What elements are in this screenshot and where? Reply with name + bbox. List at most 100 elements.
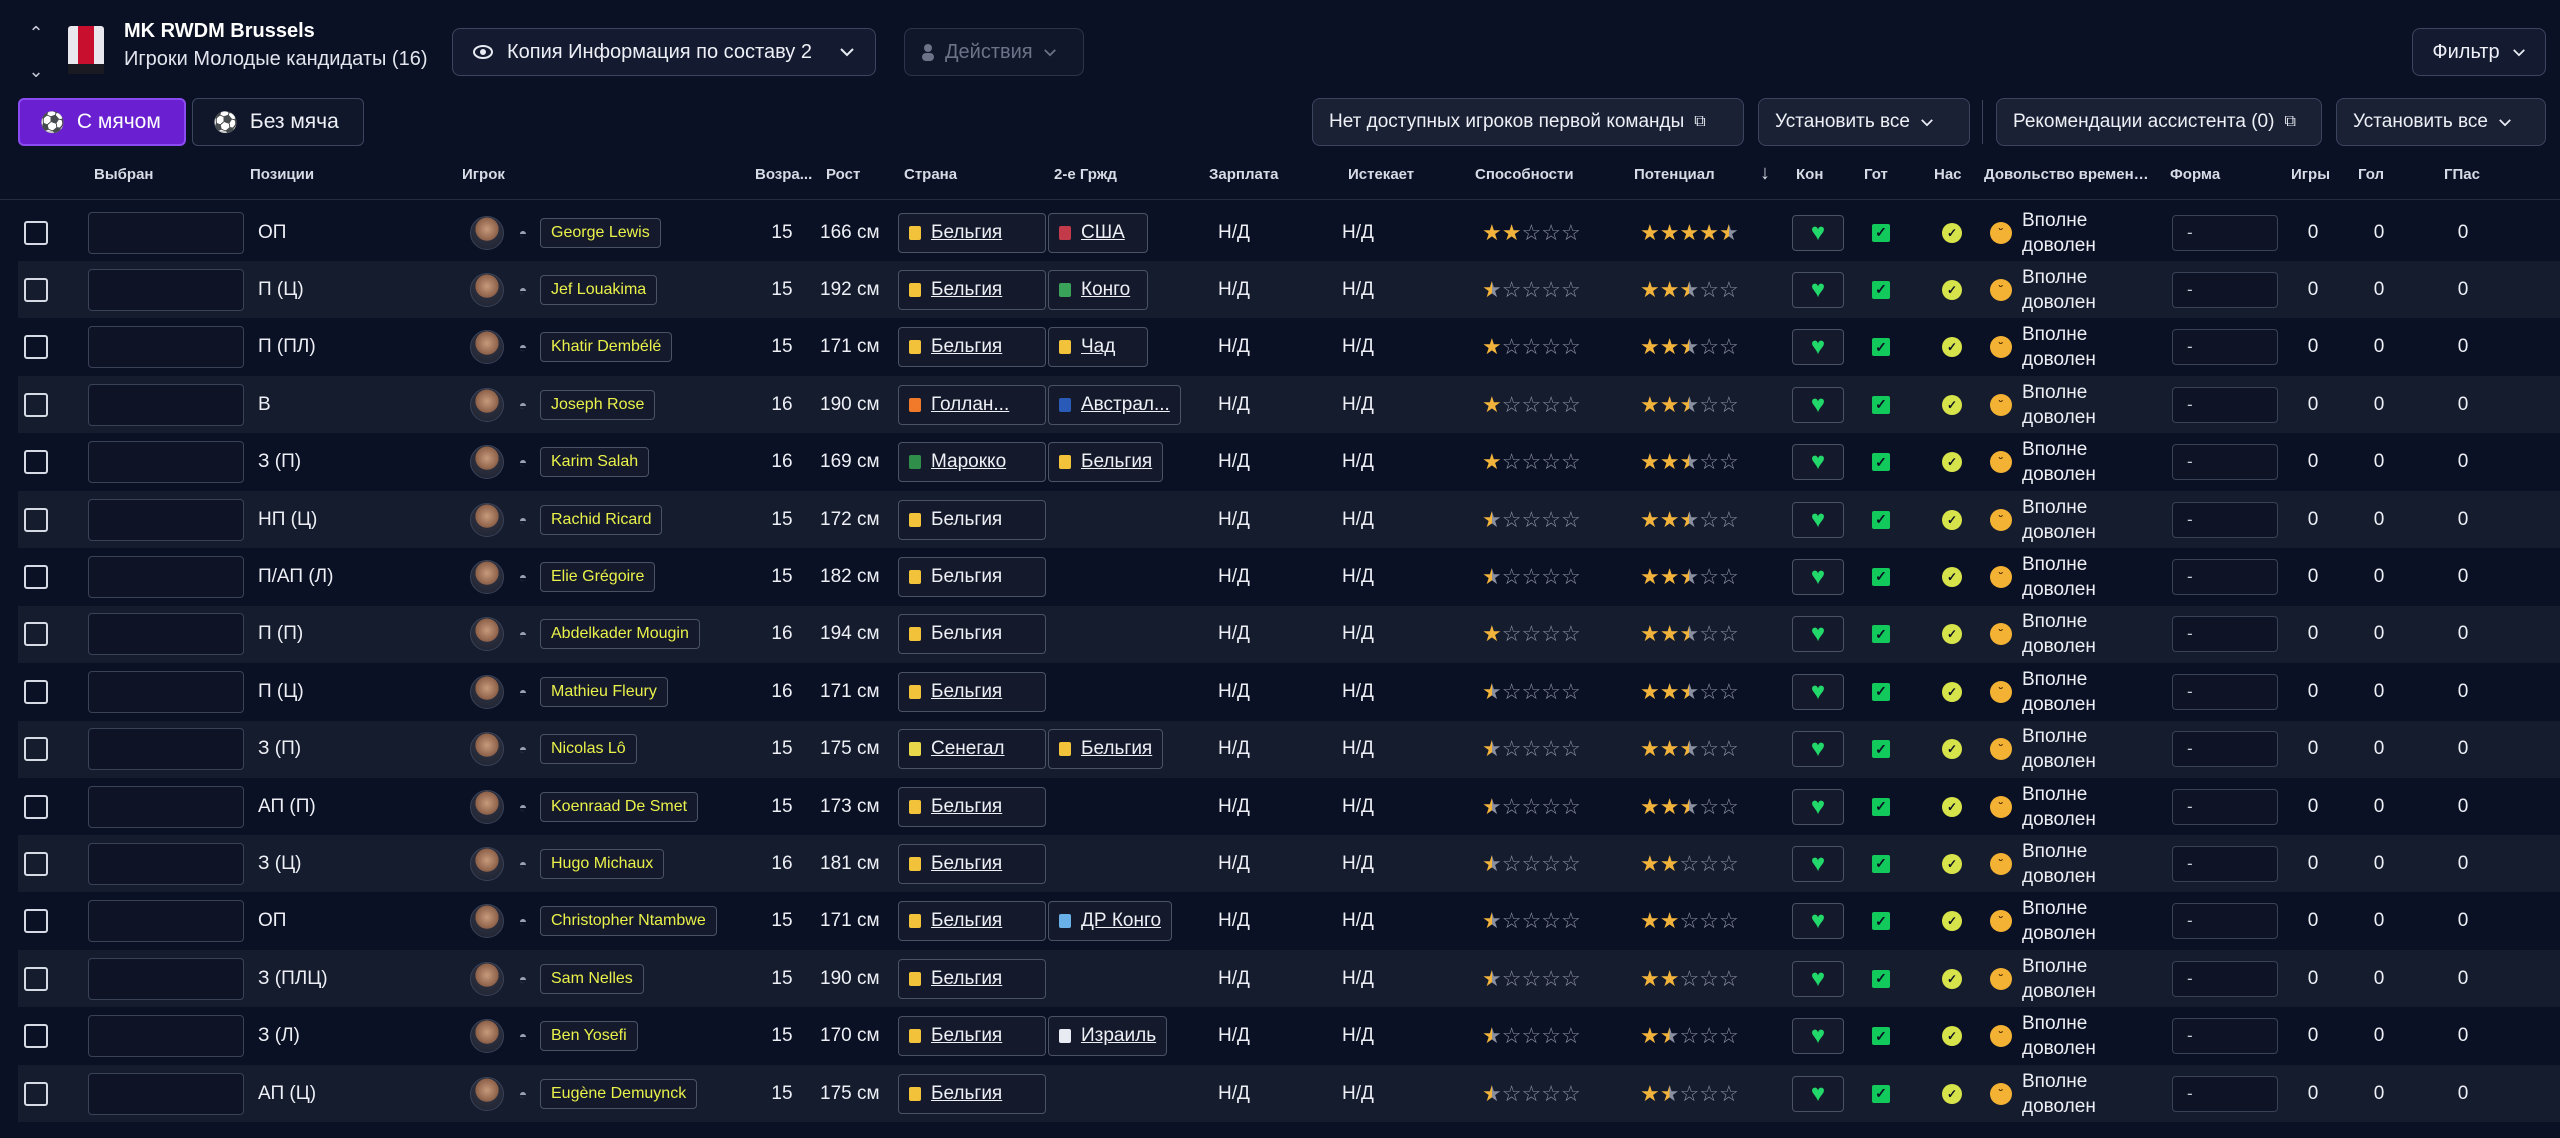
row-checkbox[interactable] bbox=[24, 1024, 48, 1049]
selection-slot[interactable] bbox=[88, 900, 244, 943]
col-positions[interactable]: Позиции bbox=[250, 166, 315, 183]
player-name[interactable]: Rachid Ricard bbox=[540, 504, 663, 535]
table-row[interactable]: З (Л) ◓ Ben Yosefi 15 170 см Бельгия Изр… bbox=[18, 1008, 2560, 1065]
row-checkbox[interactable] bbox=[24, 737, 48, 762]
col-country[interactable]: Страна bbox=[904, 166, 958, 183]
table-row[interactable]: НП (Ц) ◓ Rachid Ricard 15 172 см Бельгия… bbox=[18, 491, 2560, 548]
nationality-box[interactable]: Бельгия bbox=[898, 843, 1046, 884]
nationality-box[interactable]: Бельгия bbox=[898, 327, 1046, 368]
col-fitness[interactable]: Гот bbox=[1864, 166, 1888, 183]
second-nationality-box[interactable]: Бельгия bbox=[1048, 729, 1164, 770]
row-checkbox[interactable] bbox=[24, 564, 48, 589]
col-games[interactable]: Игры bbox=[2291, 166, 2331, 183]
player-name[interactable]: Hugo Michaux bbox=[540, 848, 665, 879]
player-name[interactable]: Mathieu Fleury bbox=[540, 676, 668, 707]
nationality-box[interactable]: Бельгия bbox=[898, 1073, 1046, 1114]
selection-slot[interactable] bbox=[88, 670, 244, 713]
table-row[interactable]: П/АП (Л) ◓ Elie Grégoire 15 182 см Бельг… bbox=[18, 548, 2560, 605]
chevron-up-icon[interactable]: ⌃ bbox=[28, 23, 44, 43]
tab-with-ball[interactable]: ⚽ С мячом bbox=[18, 98, 186, 146]
second-nationality-box[interactable]: Австрал... bbox=[1048, 384, 1181, 425]
player-name[interactable]: Karim Salah bbox=[540, 447, 650, 478]
col-second-nationality[interactable]: 2-е Гржд bbox=[1054, 166, 1117, 183]
selection-slot[interactable] bbox=[88, 785, 244, 828]
sort-desc-icon[interactable]: ↓ bbox=[1760, 162, 1770, 184]
player-name[interactable]: Khatir Dembélé bbox=[540, 332, 673, 363]
col-potential[interactable]: Потенциал bbox=[1634, 166, 1715, 183]
player-name[interactable]: Jef Louakima bbox=[540, 274, 658, 305]
col-condition[interactable]: Кон bbox=[1796, 166, 1824, 183]
player-name[interactable]: Joseph Rose bbox=[540, 389, 656, 420]
nationality-box[interactable]: Бельгия bbox=[898, 901, 1046, 942]
player-name[interactable]: Christopher Ntambwe bbox=[540, 906, 717, 937]
col-happiness[interactable]: Довольство временем на поле bbox=[1984, 166, 2154, 183]
table-row[interactable]: ОП ◓ Christopher Ntambwe 15 171 см Бельг… bbox=[18, 893, 2560, 950]
row-checkbox[interactable] bbox=[24, 450, 48, 475]
tab-without-ball[interactable]: ⚽ Без мяча bbox=[192, 98, 364, 146]
col-assists[interactable]: ГПас bbox=[2444, 166, 2480, 183]
col-ability[interactable]: Способности bbox=[1475, 166, 1574, 183]
col-selected[interactable]: Выбран bbox=[94, 166, 154, 183]
player-name[interactable]: Elie Grégoire bbox=[540, 561, 656, 592]
row-checkbox[interactable] bbox=[24, 909, 48, 934]
player-name[interactable]: Abdelkader Mougin bbox=[540, 619, 700, 650]
nationality-box[interactable]: Голлан... bbox=[898, 384, 1046, 425]
row-checkbox[interactable] bbox=[24, 507, 48, 532]
col-goals[interactable]: Гол bbox=[2358, 166, 2385, 183]
player-name[interactable]: Sam Nelles bbox=[540, 963, 644, 994]
chevron-down-icon[interactable]: ⌄ bbox=[28, 61, 44, 81]
selection-slot[interactable] bbox=[88, 555, 244, 598]
nationality-box[interactable]: Бельгия bbox=[898, 269, 1046, 310]
selection-slot[interactable] bbox=[88, 728, 244, 771]
second-nationality-box[interactable]: Чад bbox=[1048, 327, 1148, 368]
col-player[interactable]: Игрок bbox=[462, 166, 505, 183]
nationality-box[interactable]: Бельгия bbox=[898, 212, 1046, 253]
row-checkbox[interactable] bbox=[24, 277, 48, 302]
table-row[interactable]: З (ПЛЦ) ◓ Sam Nelles 15 190 см Бельгия Н… bbox=[18, 950, 2560, 1008]
col-expires[interactable]: Истекает bbox=[1348, 166, 1415, 183]
player-name[interactable]: Ben Yosefi bbox=[540, 1021, 638, 1052]
row-checkbox[interactable] bbox=[24, 966, 48, 991]
player-name[interactable]: Koenraad De Smet bbox=[540, 791, 699, 822]
actions-button[interactable]: Действия bbox=[904, 28, 1084, 76]
nationality-box[interactable]: Бельгия bbox=[898, 556, 1046, 597]
row-checkbox[interactable] bbox=[24, 220, 48, 245]
table-row[interactable]: П (Ц) ◓ Jef Louakima 15 192 см Бельгия К… bbox=[18, 261, 2560, 319]
table-row[interactable]: П (Ц) ◓ Mathieu Fleury 16 171 см Бельгия… bbox=[18, 663, 2560, 720]
assistant-recommendations-button[interactable]: Рекомендации ассистента (0) ⧉ bbox=[1996, 98, 2322, 146]
table-row[interactable]: ОП ◓ George Lewis 15 166 см Бельгия США … bbox=[18, 204, 2560, 261]
selection-slot[interactable] bbox=[88, 842, 244, 885]
second-nationality-box[interactable]: США bbox=[1048, 212, 1148, 253]
nationality-box[interactable]: Бельгия bbox=[898, 958, 1046, 999]
col-age[interactable]: Возра... bbox=[755, 166, 813, 183]
row-checkbox[interactable] bbox=[24, 794, 48, 819]
table-row[interactable]: З (П) ◓ Karim Salah 16 169 см Марокко Бе… bbox=[18, 434, 2560, 491]
nationality-box[interactable]: Марокко bbox=[898, 442, 1046, 483]
player-name[interactable]: Nicolas Lô bbox=[540, 734, 637, 765]
table-row[interactable]: АП (П) ◓ Koenraad De Smet 15 173 см Бель… bbox=[18, 778, 2560, 835]
club-name[interactable]: MK RWDM Brussels bbox=[124, 20, 315, 42]
second-nationality-box[interactable]: Бельгия bbox=[1048, 442, 1164, 483]
selection-slot[interactable] bbox=[88, 1015, 244, 1058]
table-row[interactable]: З (Ц) ◓ Hugo Michaux 16 181 см Бельгия Н… bbox=[18, 835, 2560, 893]
table-row[interactable]: В ◓ Joseph Rose 16 190 см Голлан... Авст… bbox=[18, 376, 2560, 434]
col-wage[interactable]: Зарплата bbox=[1209, 166, 1279, 183]
table-row[interactable]: З (П) ◓ Nicolas Lô 15 175 см Сенегал Бел… bbox=[18, 720, 2560, 778]
selection-slot[interactable] bbox=[88, 957, 244, 1000]
selection-slot[interactable] bbox=[88, 383, 244, 426]
set-all-button-1[interactable]: Установить все bbox=[1758, 98, 1970, 146]
second-nationality-box[interactable]: Израиль bbox=[1048, 1016, 1168, 1057]
set-all-button-2[interactable]: Установить все bbox=[2336, 98, 2546, 146]
row-checkbox[interactable] bbox=[24, 1081, 48, 1106]
view-select[interactable]: Копия Информация по составу 2 bbox=[452, 28, 876, 76]
player-name[interactable]: George Lewis bbox=[540, 217, 661, 248]
no-first-team-button[interactable]: Нет доступных игроков первой команды ⧉ bbox=[1312, 98, 1744, 146]
selection-slot[interactable] bbox=[88, 613, 244, 656]
selection-slot[interactable] bbox=[88, 211, 244, 254]
selection-slot[interactable] bbox=[88, 1072, 244, 1115]
col-sharpness[interactable]: Нас bbox=[1934, 166, 1962, 183]
col-form[interactable]: Форма bbox=[2170, 166, 2221, 183]
selection-slot[interactable] bbox=[88, 326, 244, 369]
selection-slot[interactable] bbox=[88, 268, 244, 311]
filter-button[interactable]: Фильтр bbox=[2412, 28, 2546, 76]
